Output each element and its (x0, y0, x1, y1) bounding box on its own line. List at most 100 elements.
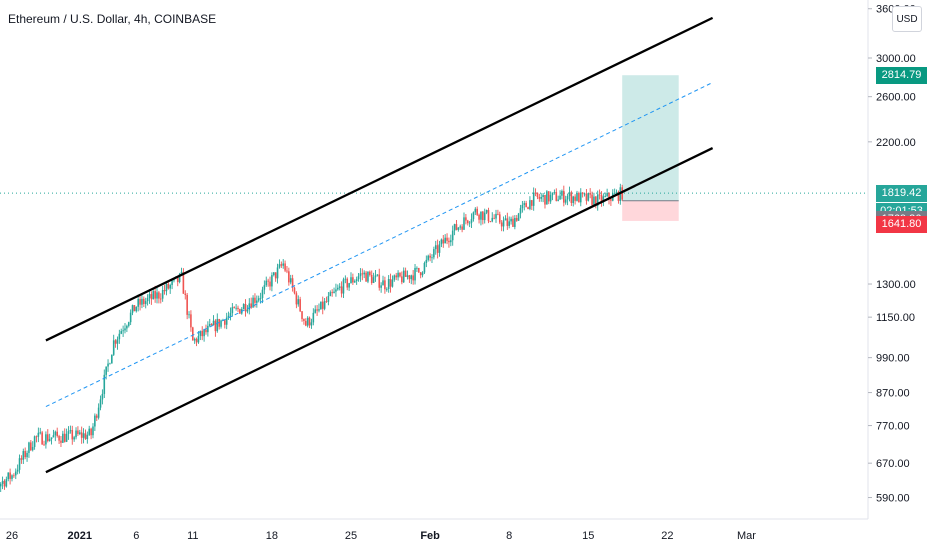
candle-body (482, 211, 484, 221)
candle-body (246, 309, 249, 312)
candle-body (346, 278, 349, 288)
candle-body (56, 431, 58, 437)
candle-body (43, 444, 45, 446)
candle-body (73, 437, 75, 440)
candle-body (161, 290, 164, 299)
candle-body (261, 289, 264, 298)
candle-body (90, 428, 92, 436)
candle-body (578, 193, 580, 203)
candle-body (517, 213, 520, 221)
y-tick-label: 2600.00 (876, 92, 916, 104)
candle-body (239, 309, 241, 314)
candle-body (39, 432, 42, 434)
candle-body (483, 212, 486, 221)
candle-body (207, 325, 209, 333)
candle-body (225, 317, 228, 325)
candle-body (62, 433, 64, 443)
candle-body (71, 430, 74, 440)
candle-body (124, 328, 126, 331)
candle-body (406, 275, 409, 277)
candle-body (75, 430, 77, 438)
candle-body (544, 195, 546, 205)
x-tick-label: 18 (266, 530, 278, 542)
candle-body (5, 479, 8, 487)
candle-body (224, 320, 226, 325)
candle-body (199, 330, 202, 336)
candle-body (353, 281, 356, 283)
candle-body (621, 187, 623, 200)
candle-body (451, 230, 454, 241)
candle-body (384, 280, 386, 290)
candle-body (404, 270, 407, 277)
candle-body (190, 314, 192, 328)
candle-body (95, 415, 98, 418)
candle-body (193, 338, 196, 341)
candle-body (416, 267, 418, 269)
currency-button[interactable]: USD (892, 6, 922, 32)
candle-body (265, 280, 268, 286)
candle-body (557, 199, 559, 201)
candle-body (28, 442, 30, 453)
candle-body (88, 428, 91, 435)
candle-body (192, 327, 194, 341)
x-tick-label: 2021 (68, 530, 92, 542)
candle-body (448, 240, 450, 243)
candle-body (337, 287, 339, 290)
candle-body (220, 320, 222, 327)
candle-body (306, 317, 309, 326)
y-tick-label: 870.00 (876, 388, 910, 400)
candle-body (466, 220, 469, 224)
candle-body (547, 191, 550, 202)
candle-body (126, 325, 128, 329)
candle-body (297, 299, 300, 305)
candle-body (433, 249, 435, 258)
price-tag: 2814.79 (876, 66, 927, 84)
candle-body (131, 305, 134, 313)
candle-body (3, 480, 6, 487)
candle-body (480, 211, 482, 220)
candle-body (60, 440, 62, 443)
candle-body (563, 190, 565, 203)
candle-body (470, 219, 473, 223)
candle-body (111, 354, 113, 364)
candle-body (585, 193, 588, 201)
candle-body (399, 272, 401, 277)
candle-body (259, 297, 262, 299)
candle-body (41, 432, 43, 445)
candle-body (284, 263, 286, 271)
y-tick-label: 670.00 (876, 458, 910, 470)
candle-body (355, 279, 358, 282)
candle-body (514, 217, 516, 227)
candle-body (310, 322, 313, 326)
candle-body (256, 300, 258, 303)
candle-body (133, 305, 136, 312)
candle-body (593, 196, 595, 205)
candle-body (33, 436, 36, 448)
candle-body (414, 267, 416, 281)
candle-body (504, 218, 507, 221)
candle-body (176, 276, 179, 283)
candle-body (84, 433, 87, 440)
candle-body (463, 217, 465, 230)
price-tag: 1641.80 (876, 216, 927, 234)
candle-body (280, 264, 283, 266)
candle-body (566, 196, 569, 200)
candle-body (37, 432, 40, 437)
candle-body (267, 280, 269, 282)
candle-body (54, 431, 57, 436)
candle-body (561, 190, 563, 196)
y-tick-label: 590.00 (876, 493, 910, 505)
candle-body (244, 304, 247, 312)
x-tick-label: 11 (187, 530, 198, 542)
candle-body (327, 296, 330, 302)
candle-body (35, 436, 38, 438)
candle-body (135, 306, 138, 312)
candle-body (333, 291, 335, 294)
target-zone (622, 75, 679, 201)
candle-body (465, 217, 467, 221)
candle-body (549, 195, 552, 202)
candle-body (188, 314, 190, 316)
candle-body (97, 407, 100, 418)
